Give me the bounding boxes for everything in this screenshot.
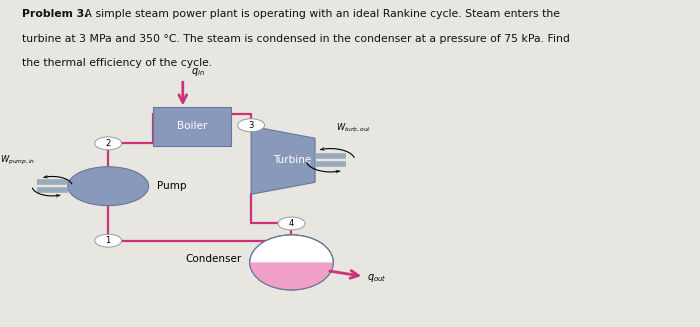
Text: Boiler: Boiler [177,121,207,131]
FancyBboxPatch shape [153,107,231,146]
Text: $W_{pump,in}$: $W_{pump,in}$ [0,154,35,167]
Text: Problem 3.: Problem 3. [22,9,88,20]
Polygon shape [251,126,315,194]
Polygon shape [250,262,333,290]
Text: $q_{out}$: $q_{out}$ [368,272,387,284]
Text: 3: 3 [248,121,253,130]
Text: Condenser: Condenser [186,254,241,264]
Circle shape [94,234,122,247]
Text: 2: 2 [106,139,111,148]
Text: A simple steam power plant is operating with an ideal Rankine cycle. Steam enter: A simple steam power plant is operating … [80,9,559,20]
Text: 1: 1 [106,236,111,245]
Circle shape [237,119,265,132]
Text: Turbine: Turbine [274,155,312,165]
Text: the thermal efficiency of the cycle.: the thermal efficiency of the cycle. [22,58,212,68]
Text: 4: 4 [289,219,294,228]
Circle shape [68,167,148,206]
Circle shape [278,217,305,230]
Text: Pump: Pump [157,181,186,191]
Text: turbine at 3 MPa and 350 °C. The steam is condensed in the condenser at a pressu: turbine at 3 MPa and 350 °C. The steam i… [22,34,570,44]
Ellipse shape [250,235,333,290]
Text: $q_{in}$: $q_{in}$ [191,66,205,77]
Circle shape [94,137,122,150]
Text: $W_{turb,out}$: $W_{turb,out}$ [336,122,371,134]
